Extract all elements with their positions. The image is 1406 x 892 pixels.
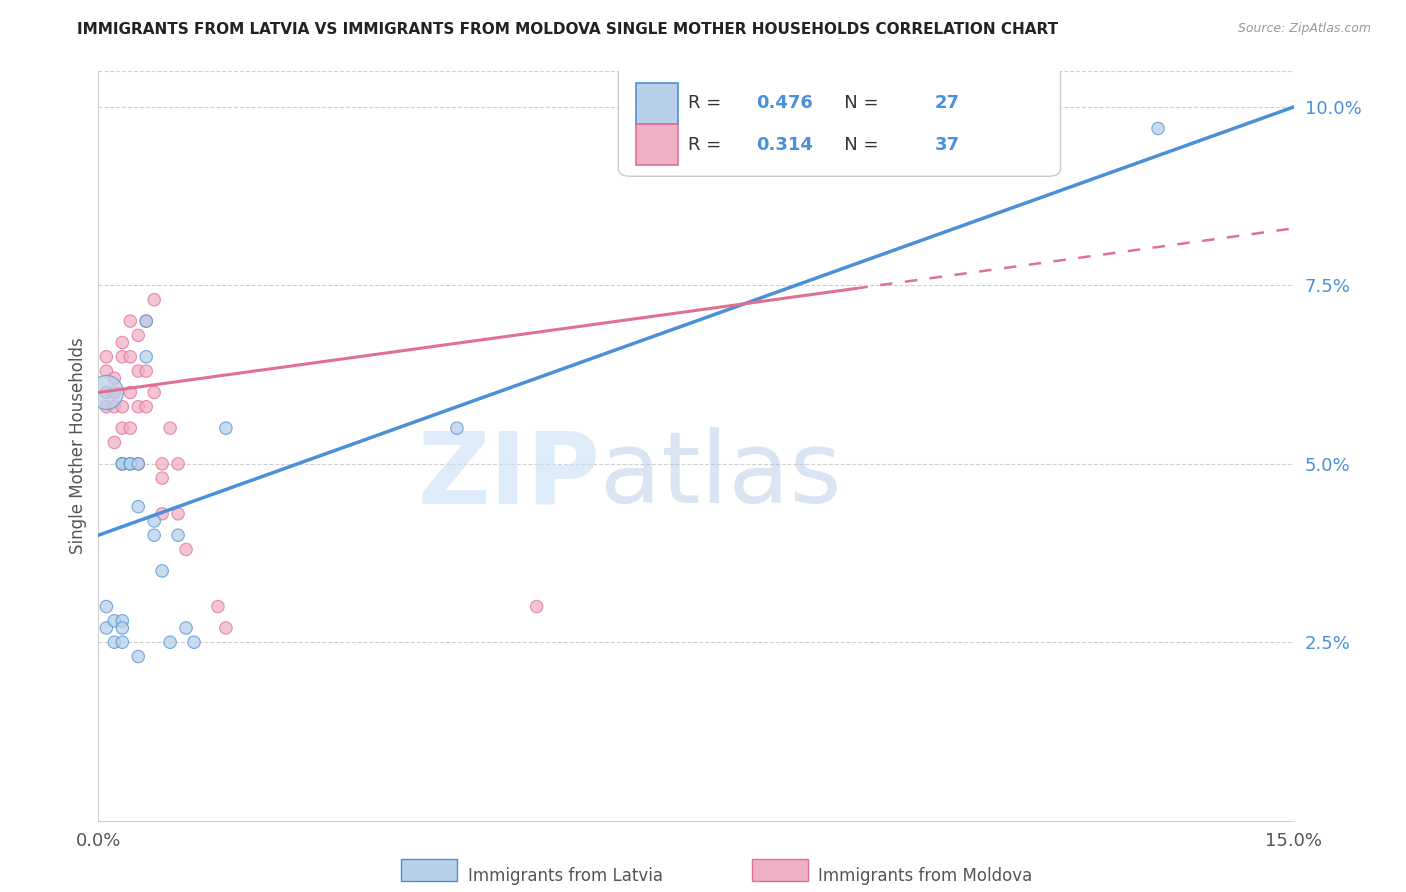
Point — [103, 371, 125, 385]
Point — [103, 435, 125, 450]
Y-axis label: Single Mother Households: Single Mother Households — [69, 338, 87, 554]
Point — [96, 385, 118, 400]
Point — [111, 635, 134, 649]
Text: R =: R = — [688, 136, 727, 153]
Point — [120, 457, 142, 471]
Point — [127, 500, 149, 514]
Text: 37: 37 — [935, 136, 960, 153]
Point — [111, 335, 134, 350]
Point — [135, 350, 157, 364]
Text: Immigrants from Latvia: Immigrants from Latvia — [468, 867, 664, 885]
Point — [135, 400, 157, 414]
Point — [183, 635, 205, 649]
Point — [111, 400, 134, 414]
Bar — [637, 83, 678, 124]
Point — [143, 514, 166, 528]
Point — [111, 457, 134, 471]
Point — [174, 621, 197, 635]
Point — [215, 421, 238, 435]
Point — [96, 400, 118, 414]
Point — [215, 621, 238, 635]
Point — [804, 121, 827, 136]
Point — [159, 635, 181, 649]
Point — [103, 385, 125, 400]
Text: N =: N = — [827, 94, 884, 112]
Point — [446, 421, 468, 435]
Text: Immigrants from Moldova: Immigrants from Moldova — [818, 867, 1032, 885]
Text: N =: N = — [827, 136, 884, 153]
Point — [96, 364, 118, 378]
Text: ZIP: ZIP — [418, 427, 600, 524]
Point — [120, 385, 142, 400]
Text: IMMIGRANTS FROM LATVIA VS IMMIGRANTS FROM MOLDOVA SINGLE MOTHER HOUSEHOLDS CORRE: IMMIGRANTS FROM LATVIA VS IMMIGRANTS FRO… — [77, 22, 1059, 37]
Point — [96, 350, 118, 364]
Point — [111, 614, 134, 628]
Point — [127, 328, 149, 343]
Point — [167, 528, 190, 542]
Point — [96, 621, 118, 635]
Point — [127, 364, 149, 378]
Point — [96, 599, 118, 614]
Point — [526, 599, 548, 614]
Bar — [637, 124, 678, 165]
Point — [135, 314, 157, 328]
Point — [1147, 121, 1170, 136]
Point — [159, 421, 181, 435]
Point — [143, 528, 166, 542]
Point — [174, 542, 197, 557]
Point — [103, 400, 125, 414]
Point — [127, 649, 149, 664]
Text: R =: R = — [688, 94, 727, 112]
Text: 0.476: 0.476 — [756, 94, 813, 112]
Point — [150, 507, 173, 521]
Point — [111, 421, 134, 435]
Point — [111, 457, 134, 471]
Point — [111, 621, 134, 635]
Point — [135, 364, 157, 378]
Point — [150, 564, 173, 578]
Point — [120, 350, 142, 364]
Point — [135, 314, 157, 328]
Text: 0.314: 0.314 — [756, 136, 813, 153]
Point — [120, 314, 142, 328]
Point — [150, 471, 173, 485]
Point — [143, 385, 166, 400]
Point — [150, 457, 173, 471]
Point — [127, 400, 149, 414]
Point — [143, 293, 166, 307]
Point — [96, 385, 118, 400]
Point — [127, 457, 149, 471]
Point — [111, 457, 134, 471]
Point — [207, 599, 229, 614]
Point — [167, 457, 190, 471]
Text: atlas: atlas — [600, 427, 842, 524]
FancyBboxPatch shape — [619, 64, 1060, 177]
Point — [103, 635, 125, 649]
Point — [120, 457, 142, 471]
Point — [127, 457, 149, 471]
Point — [103, 614, 125, 628]
Point — [120, 421, 142, 435]
Point — [167, 507, 190, 521]
Text: Source: ZipAtlas.com: Source: ZipAtlas.com — [1237, 22, 1371, 36]
Text: 27: 27 — [935, 94, 960, 112]
Point — [111, 350, 134, 364]
